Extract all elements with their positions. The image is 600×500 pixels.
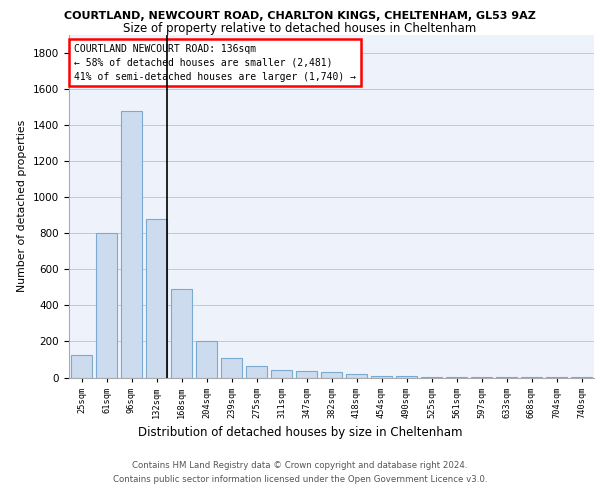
Text: Distribution of detached houses by size in Cheltenham: Distribution of detached houses by size … — [138, 426, 462, 439]
Bar — [371, 376, 392, 378]
Bar — [221, 358, 242, 378]
Y-axis label: Number of detached properties: Number of detached properties — [17, 120, 28, 292]
Bar — [71, 355, 92, 378]
Bar — [171, 289, 192, 378]
Text: COURTLAND, NEWCOURT ROAD, CHARLTON KINGS, CHELTENHAM, GL53 9AZ: COURTLAND, NEWCOURT ROAD, CHARLTON KINGS… — [64, 11, 536, 21]
Bar — [296, 371, 317, 378]
Bar — [196, 340, 217, 378]
Bar — [121, 110, 142, 378]
Text: COURTLAND NEWCOURT ROAD: 136sqm
← 58% of detached houses are smaller (2,481)
41%: COURTLAND NEWCOURT ROAD: 136sqm ← 58% of… — [74, 44, 356, 82]
Text: Contains HM Land Registry data © Crown copyright and database right 2024.
Contai: Contains HM Land Registry data © Crown c… — [113, 462, 487, 483]
Text: Size of property relative to detached houses in Cheltenham: Size of property relative to detached ho… — [124, 22, 476, 35]
Bar — [321, 372, 342, 378]
Bar — [396, 376, 417, 378]
Bar — [271, 370, 292, 378]
Bar — [246, 366, 267, 378]
Bar — [346, 374, 367, 378]
Bar — [146, 219, 167, 378]
Bar — [446, 377, 467, 378]
Bar — [421, 376, 442, 378]
Bar — [96, 234, 117, 378]
